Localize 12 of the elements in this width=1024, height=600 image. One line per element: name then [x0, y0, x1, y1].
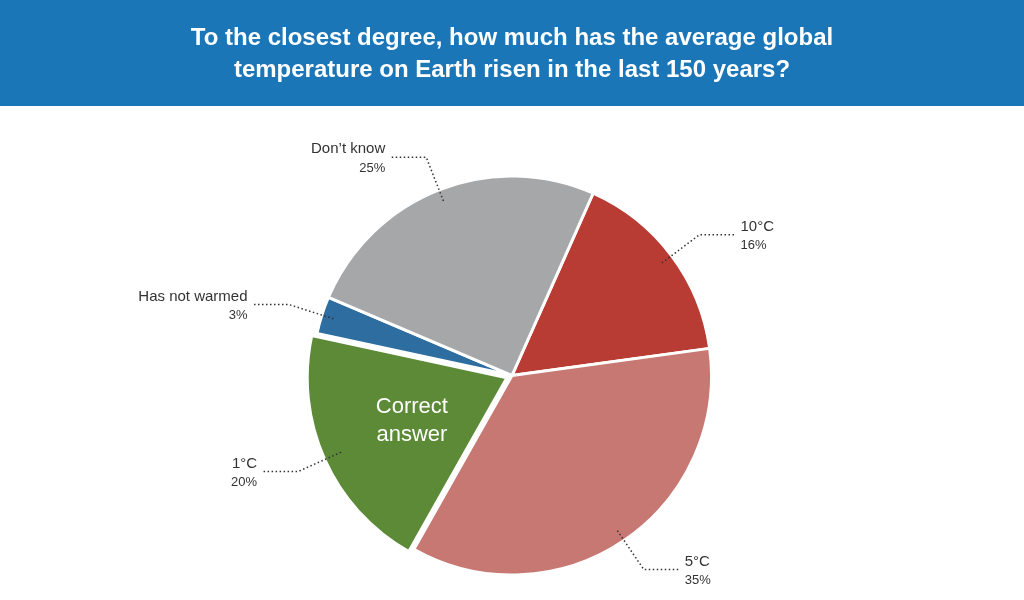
data-label: 20%: [231, 474, 258, 490]
data-label: 16%: [740, 237, 767, 253]
text: Correct answer: [375, 392, 448, 446]
data-label: 35%: [684, 572, 712, 588]
slice-label: 5°C: [684, 551, 711, 569]
data-label: 25%: [359, 159, 386, 175]
slice-label: 10°C: [740, 216, 775, 234]
slice-label: 1°C: [231, 453, 258, 471]
slice-label: Don’t know: [311, 139, 386, 157]
slice-label: Has not warmed: [138, 286, 248, 304]
chart-title: To the closest degree, how much has the average global temperature on Earth risen in the last 150 years?: [189, 21, 835, 84]
data-label: 3%: [228, 307, 248, 323]
